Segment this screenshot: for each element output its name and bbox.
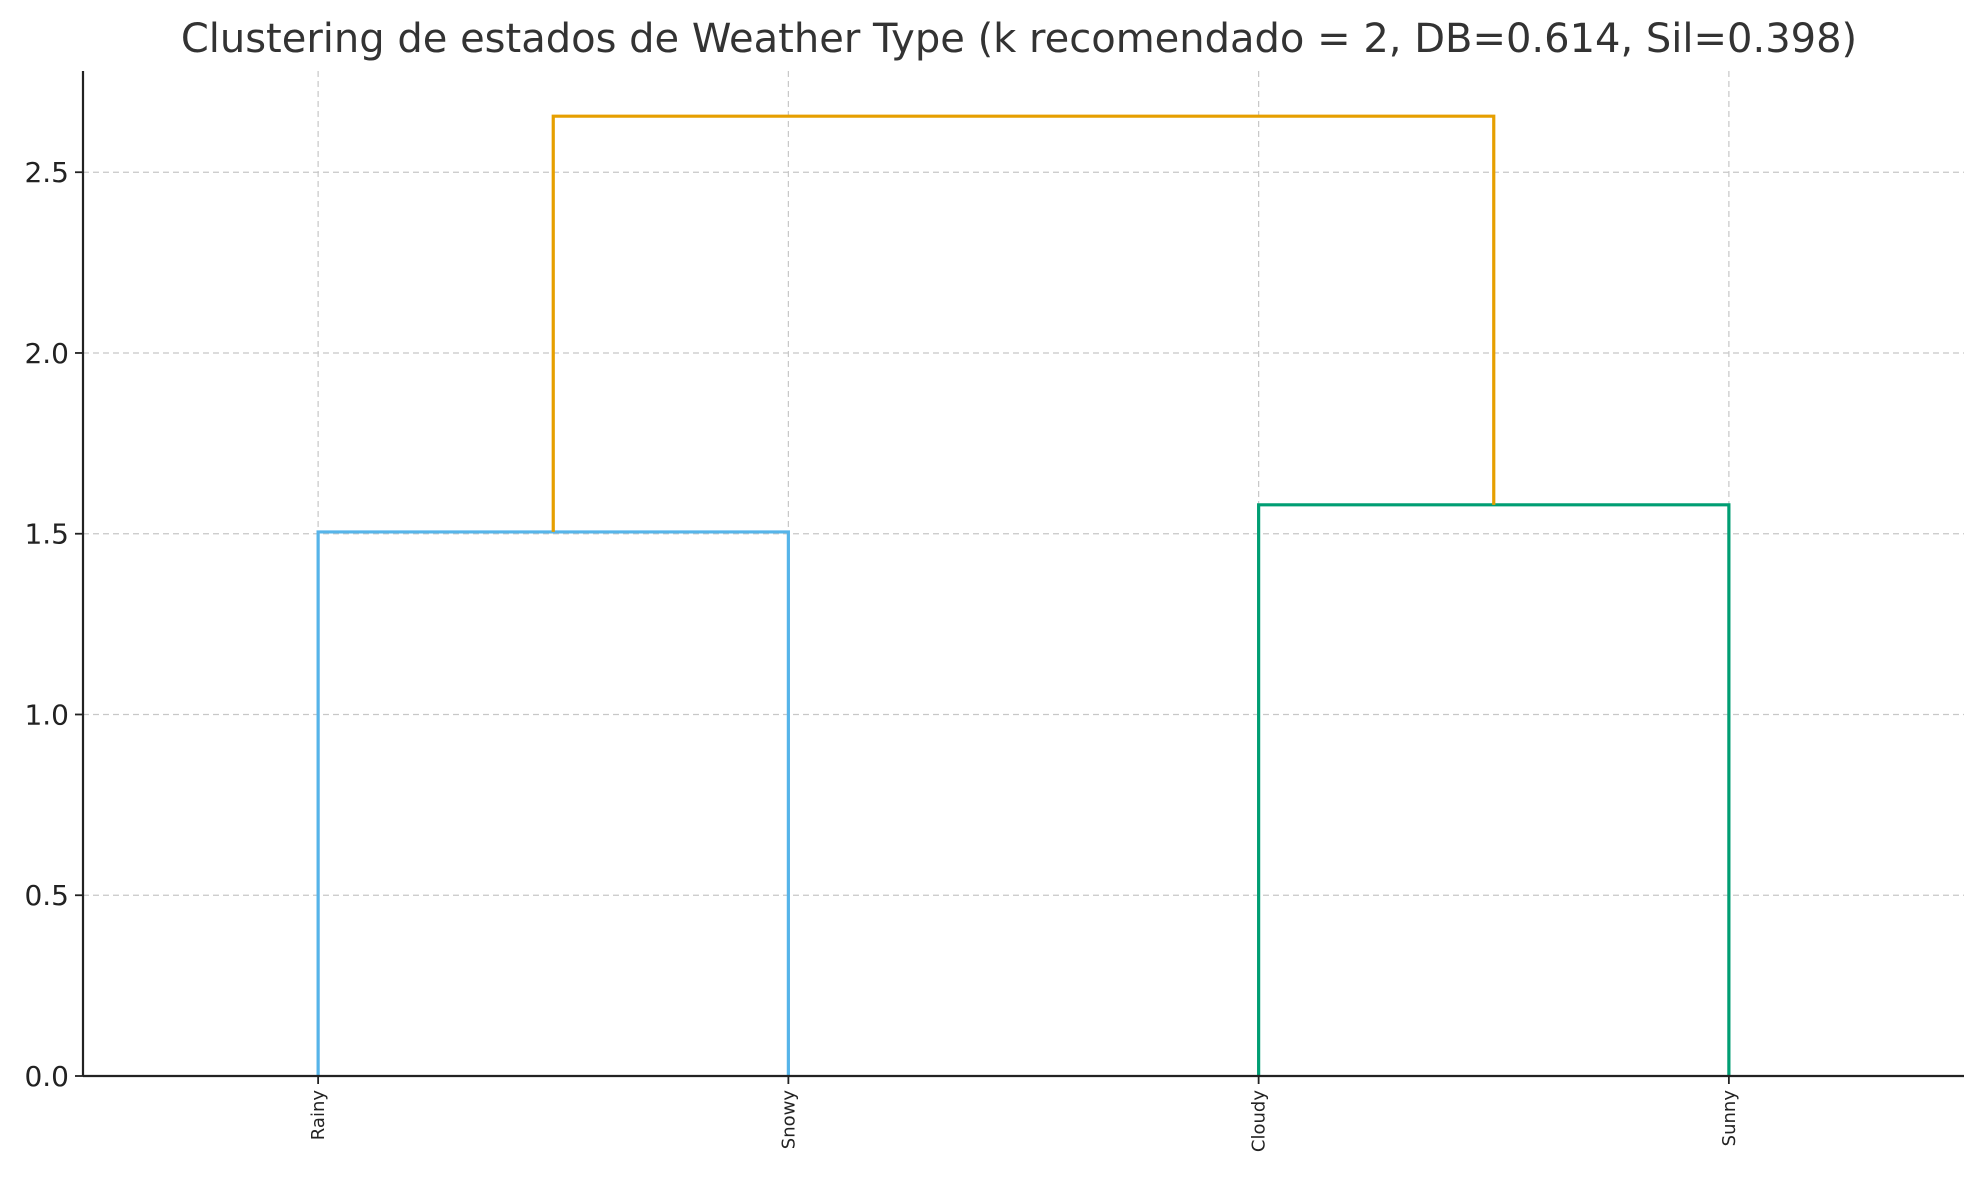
y-tick-label: 1.5	[24, 518, 69, 551]
y-tick-label: 2.5	[24, 156, 69, 189]
x-tick-label-snowy: Snowy	[778, 1090, 799, 1150]
y-tick-label: 2.0	[24, 337, 69, 370]
dendrogram-links	[316, 114, 1731, 1076]
dendrogram-link-2	[1257, 503, 1731, 1076]
dendrogram-link-1	[316, 530, 790, 1076]
dendrogram-link-3	[551, 114, 1496, 532]
grid-layer	[83, 71, 1964, 1076]
y-axis-ticks: 0.0 0.5 1.0 1.5 2.0 2.5	[24, 156, 83, 1093]
x-axis-ticks: Rainy Snowy Cloudy Sunny	[308, 1076, 1740, 1152]
y-tick-label: 0.0	[24, 1060, 69, 1093]
chart-title: Clustering de estados de Weather Type (k…	[181, 16, 1857, 62]
x-tick-label-rainy: Rainy	[308, 1090, 329, 1141]
x-tick-label-cloudy: Cloudy	[1249, 1090, 1270, 1152]
y-tick-label: 1.0	[24, 698, 69, 731]
x-tick-label-sunny: Sunny	[1719, 1090, 1740, 1147]
y-tick-label: 0.5	[24, 879, 69, 912]
